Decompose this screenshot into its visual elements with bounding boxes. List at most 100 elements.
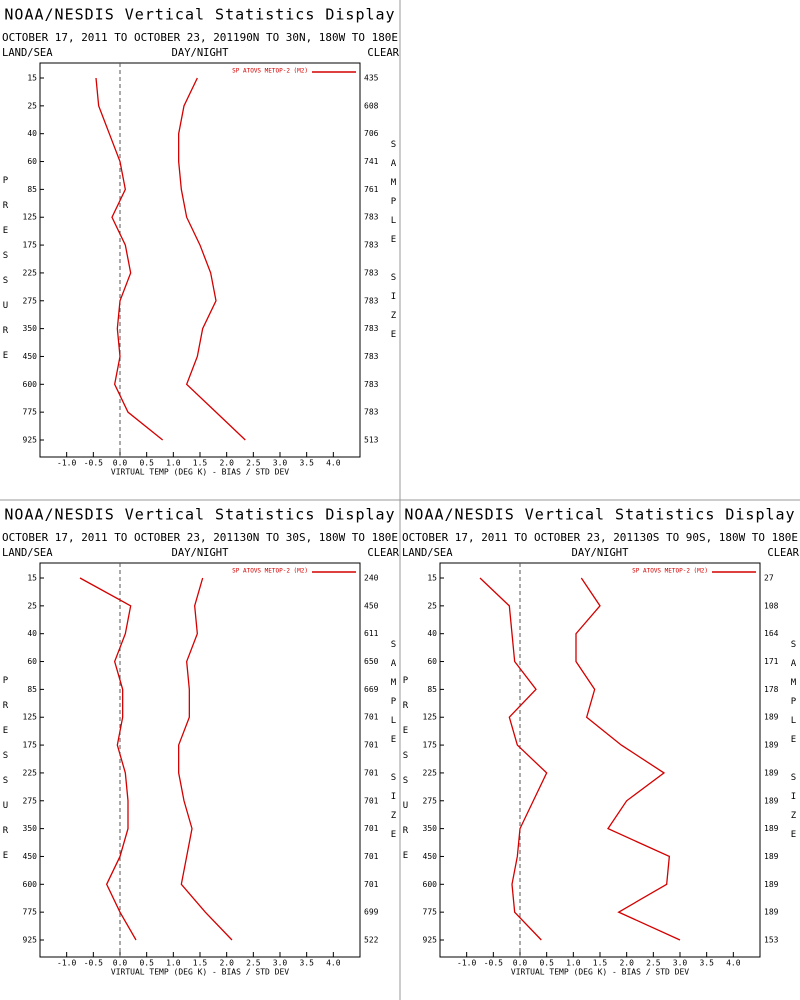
label: CLEAR bbox=[367, 47, 399, 59]
sample-size-label: 189 bbox=[764, 824, 779, 833]
y-tick-label: 450 bbox=[423, 852, 438, 861]
sample-size-label: 608 bbox=[364, 101, 379, 110]
x-tick-label: 3.0 bbox=[273, 459, 288, 468]
sample-size-label: 522 bbox=[364, 936, 379, 945]
y-tick-label: 85 bbox=[27, 685, 37, 694]
y2-axis-label: SAMPLE SIZE bbox=[789, 640, 799, 849]
y-tick-label: 225 bbox=[23, 268, 38, 277]
y-tick-label: 450 bbox=[23, 352, 38, 361]
y2-axis-label: SAMPLE SIZE bbox=[389, 640, 399, 849]
sample-size-label: 761 bbox=[364, 185, 379, 194]
sample-size-label: 701 bbox=[364, 796, 379, 805]
x-axis-label: VIRTUAL TEMP (DEG K) - BIAS / STD DEV bbox=[111, 468, 289, 477]
y-tick-label: 25 bbox=[427, 601, 437, 610]
y-tick-label: 925 bbox=[423, 936, 438, 945]
sample-size-label: 701 bbox=[364, 768, 379, 777]
x-tick-label: 4.0 bbox=[326, 959, 341, 968]
sample-size-label: 701 bbox=[364, 824, 379, 833]
y-tick-label: 775 bbox=[23, 908, 38, 917]
y-tick-label: 175 bbox=[423, 741, 438, 750]
label: CLEAR bbox=[367, 547, 399, 559]
sample-size-label: 783 bbox=[364, 241, 379, 250]
sample-size-label: 669 bbox=[364, 685, 379, 694]
chart-subtitle: OCTOBER 17, 2011 TO OCTOBER 23, 201130N … bbox=[2, 532, 398, 544]
legend-label: SP ATOVS METOP-2 (M2) bbox=[632, 568, 708, 575]
sample-size-label: 189 bbox=[764, 880, 779, 889]
label: LAND/SEA bbox=[2, 547, 53, 559]
chart-title: NOAA/NESDIS Vertical Statistics Display bbox=[404, 506, 795, 524]
x-tick-label: 1.0 bbox=[166, 959, 181, 968]
x-tick-label: 4.0 bbox=[326, 459, 341, 468]
y-tick-label: 25 bbox=[27, 101, 37, 110]
sample-size-label: 783 bbox=[364, 408, 379, 417]
label: DAY/NIGHT bbox=[172, 47, 230, 59]
y-tick-label: 225 bbox=[423, 768, 438, 777]
panel: NOAA/NESDIS Vertical Statistics Display O… bbox=[1, 506, 400, 977]
sample-size-label: 650 bbox=[364, 657, 379, 666]
label: DAY/NIGHT bbox=[572, 547, 630, 559]
sample-size-label: 699 bbox=[364, 908, 379, 917]
x-tick-label: 1.5 bbox=[193, 459, 208, 468]
y-tick-label: 925 bbox=[23, 936, 38, 945]
bias-line bbox=[79, 577, 137, 941]
chart-title: NOAA/NESDIS Vertical Statistics Display bbox=[4, 6, 395, 24]
sample-size-label: 240 bbox=[364, 574, 379, 583]
x-tick-label: -1.0 bbox=[457, 959, 476, 968]
panel: NOAA/NESDIS Vertical Statistics Display O… bbox=[401, 506, 800, 977]
y-tick-label: 125 bbox=[423, 713, 438, 722]
sample-size-label: 435 bbox=[364, 74, 379, 83]
sample-size-label: 178 bbox=[764, 685, 779, 694]
legend-label: SP ATOVS METOP-2 (M2) bbox=[232, 568, 308, 575]
sample-size-label: 611 bbox=[364, 629, 379, 638]
std_dev-line bbox=[575, 577, 681, 941]
sample-size-label: 783 bbox=[364, 352, 379, 361]
y-tick-label: 600 bbox=[423, 880, 438, 889]
sample-size-label: 783 bbox=[364, 213, 379, 222]
y-tick-label: 600 bbox=[23, 880, 38, 889]
y-tick-label: 275 bbox=[23, 296, 38, 305]
x-tick-label: 1.5 bbox=[593, 959, 608, 968]
x-tick-label: 1.0 bbox=[566, 959, 581, 968]
y-tick-label: 450 bbox=[23, 852, 38, 861]
x-tick-label: 2.0 bbox=[219, 459, 234, 468]
x-axis-label: VIRTUAL TEMP (DEG K) - BIAS / STD DEV bbox=[511, 968, 689, 977]
chart-title: NOAA/NESDIS Vertical Statistics Display bbox=[4, 506, 395, 524]
y-tick-label: 40 bbox=[27, 129, 37, 138]
x-tick-label: -0.5 bbox=[484, 959, 503, 968]
x-tick-label: -0.5 bbox=[84, 959, 103, 968]
x-tick-label: -1.0 bbox=[57, 459, 76, 468]
y-tick-label: 40 bbox=[427, 629, 437, 638]
y-axis-label: PRESSURE bbox=[401, 676, 411, 876]
label: CLEAR bbox=[767, 547, 799, 559]
y-tick-label: 275 bbox=[23, 796, 38, 805]
x-tick-label: 0.0 bbox=[513, 959, 528, 968]
y-tick-label: 275 bbox=[423, 796, 438, 805]
x-tick-label: 0.5 bbox=[139, 459, 154, 468]
x-tick-label: 3.5 bbox=[299, 459, 314, 468]
sample-size-label: 701 bbox=[364, 880, 379, 889]
y-tick-label: 600 bbox=[23, 380, 38, 389]
y-tick-label: 40 bbox=[27, 629, 37, 638]
label: LAND/SEA bbox=[2, 47, 53, 59]
y-tick-label: 60 bbox=[27, 657, 37, 666]
x-axis-label: VIRTUAL TEMP (DEG K) - BIAS / STD DEV bbox=[111, 968, 289, 977]
panel: NOAA/NESDIS Vertical Statistics Display O… bbox=[1, 6, 400, 477]
sample-size-label: 108 bbox=[764, 601, 779, 610]
std_dev-line bbox=[178, 77, 246, 441]
y-tick-label: 775 bbox=[23, 408, 38, 417]
sample-size-label: 189 bbox=[764, 796, 779, 805]
sample-size-label: 189 bbox=[764, 852, 779, 861]
std_dev-line bbox=[178, 577, 233, 941]
bias-line bbox=[95, 77, 164, 441]
x-tick-label: 3.5 bbox=[299, 959, 314, 968]
x-tick-label: -1.0 bbox=[57, 959, 76, 968]
sample-size-label: 783 bbox=[364, 380, 379, 389]
sample-size-label: 189 bbox=[764, 741, 779, 750]
sample-size-label: 701 bbox=[364, 852, 379, 861]
x-tick-label: 1.5 bbox=[193, 959, 208, 968]
sample-size-label: 189 bbox=[764, 908, 779, 917]
x-tick-label: 3.5 bbox=[699, 959, 714, 968]
y-tick-label: 85 bbox=[427, 685, 437, 694]
sample-size-label: 783 bbox=[364, 268, 379, 277]
y-tick-label: 85 bbox=[27, 185, 37, 194]
